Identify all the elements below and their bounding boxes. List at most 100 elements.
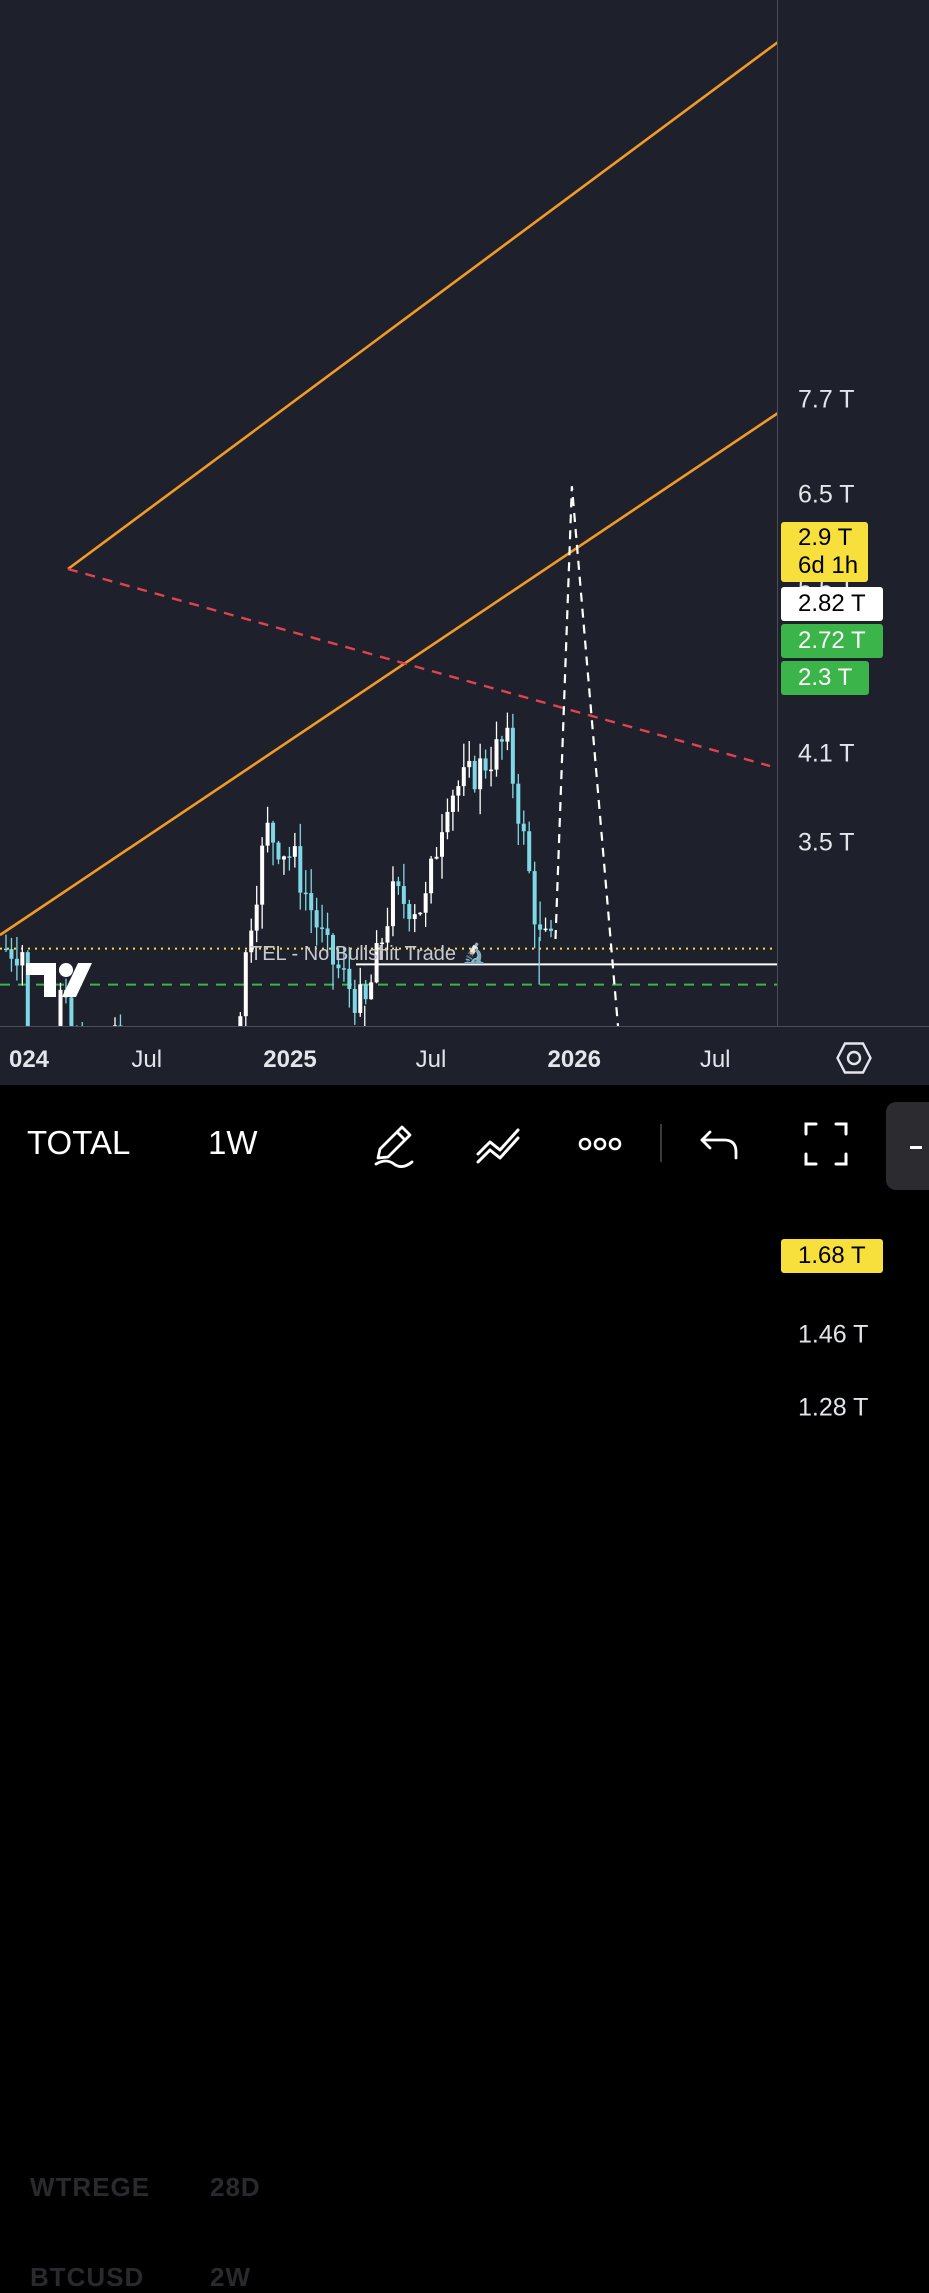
more-icon[interactable]	[574, 1118, 626, 1170]
candle-body	[412, 914, 417, 920]
candle-body	[20, 952, 25, 966]
candle-body	[396, 881, 401, 887]
interval-button[interactable]: 1W	[208, 1124, 258, 1161]
candle-body	[538, 924, 543, 930]
candle-body	[483, 758, 488, 771]
candle-body	[320, 927, 325, 929]
watermark: TEL - No Bullshit Trade 🔬	[250, 943, 487, 965]
candle-body	[423, 893, 428, 913]
candle-body	[254, 904, 259, 931]
candle-body	[429, 858, 434, 894]
candle-body	[450, 795, 455, 812]
ghost-symbol-top: WTREGE	[30, 2172, 151, 2202]
candle-body	[265, 822, 270, 846]
line-tool-icon[interactable]	[472, 1118, 524, 1170]
settings-gear-icon[interactable]	[836, 1040, 872, 1076]
candle-body	[9, 949, 14, 959]
y-tick-label: 3.5 T	[798, 828, 855, 857]
candle-body	[510, 727, 515, 784]
candle-body	[456, 786, 461, 796]
candle-body	[287, 856, 292, 858]
channel-lower-line	[0, 411, 778, 937]
undo-icon[interactable]	[694, 1118, 746, 1170]
candle-body	[331, 934, 335, 965]
candle-body	[516, 783, 521, 824]
candle-body	[341, 968, 346, 970]
chart-canvas[interactable]	[0, 0, 778, 1027]
ghost-interval-top: 28D	[210, 2172, 261, 2202]
tradingview-logo	[26, 963, 92, 997]
y-tick-label: 4.1 T	[798, 739, 855, 768]
candle-body	[505, 727, 510, 742]
candle-body	[25, 952, 30, 1027]
price-label-value: 1.68 T	[798, 1241, 866, 1269]
candle-body	[58, 989, 63, 1027]
candle-body	[14, 958, 19, 966]
price-label[interactable]: 2.82 T	[781, 587, 883, 621]
candle-body	[434, 856, 439, 859]
chart-panel[interactable]: TEL - No Bullshit Trade 🔬 7.7 T6.5 T5.5 …	[0, 0, 929, 1422]
plot-area[interactable]: TEL - No Bullshit Trade 🔬	[0, 0, 778, 1027]
symbol-button[interactable]: TOTAL	[27, 1124, 131, 1161]
candle-body	[271, 822, 276, 843]
price-label-value: 2.72 T	[798, 627, 866, 654]
candle-body	[499, 739, 504, 742]
price-label[interactable]: 2.72 T	[781, 624, 883, 658]
y-tick-label: 6.5 T	[798, 480, 855, 509]
candle-body	[281, 856, 286, 860]
y-tick-label: 7.7 T	[798, 385, 855, 414]
y-tick-label: 1.28 T	[798, 1393, 869, 1422]
candle-body	[440, 832, 444, 857]
x-tick-label: Jul	[699, 1046, 731, 1073]
pencil-icon[interactable]	[368, 1118, 420, 1170]
candle-body	[472, 760, 477, 790]
candle-body	[336, 964, 341, 969]
price-label-value: 2.82 T	[798, 590, 866, 617]
x-tick-label: 2026	[547, 1046, 601, 1073]
candle-body	[4, 948, 8, 951]
price-label-value: 2.3 T	[798, 664, 853, 691]
candle-body	[363, 984, 368, 1000]
ghost-symbol-bottom: BTCUSD	[30, 2262, 145, 2292]
projection-path	[554, 486, 620, 1027]
price-label[interactable]: 2.9 T 6d 1h	[781, 522, 869, 582]
candle-body	[549, 928, 553, 931]
candle-body	[489, 769, 494, 772]
candle-body	[69, 997, 74, 1027]
candle-body	[298, 846, 303, 893]
price-label[interactable]: 2.3 T	[781, 661, 870, 695]
candle-body	[527, 831, 532, 872]
candle-body	[385, 926, 390, 943]
candle-body	[325, 928, 330, 935]
candle-body	[543, 928, 548, 931]
candle-body	[243, 952, 248, 1017]
candle-body	[401, 886, 406, 904]
toolbar-divider	[660, 1124, 662, 1162]
x-tick-label: 024	[8, 1046, 50, 1073]
fullscreen-icon[interactable]	[800, 1118, 852, 1170]
ghost-interval-bottom: 2W	[210, 2262, 251, 2292]
x-tick-label: Jul	[415, 1046, 447, 1073]
candle-body	[369, 982, 374, 1000]
candle-body	[521, 823, 526, 832]
candle-body	[467, 760, 472, 768]
candle-body	[390, 881, 395, 927]
candle-body	[352, 989, 357, 1013]
candle-body	[314, 910, 319, 928]
price-label[interactable]: 1.68 T	[781, 1238, 883, 1273]
trendline-resistance	[67, 567, 771, 768]
candle-body	[407, 903, 412, 920]
y-tick-label: 1.46 T	[798, 1320, 869, 1348]
side-panel-button[interactable]	[886, 1102, 929, 1190]
candle-body	[532, 871, 537, 925]
channel-upper-line	[67, 40, 778, 571]
candle-body	[292, 846, 297, 857]
candle-body	[347, 968, 352, 990]
candle-body	[309, 893, 314, 911]
candle-body	[276, 842, 281, 860]
x-tick-label: 2025	[263, 1046, 317, 1073]
candle-body	[418, 912, 423, 915]
bottom-toolbar: WTREGE 28D BTCUSD 2W	[0, 1085, 929, 2292]
candle-body	[445, 811, 450, 833]
price-label-countdown: 6d 1h	[798, 552, 859, 579]
